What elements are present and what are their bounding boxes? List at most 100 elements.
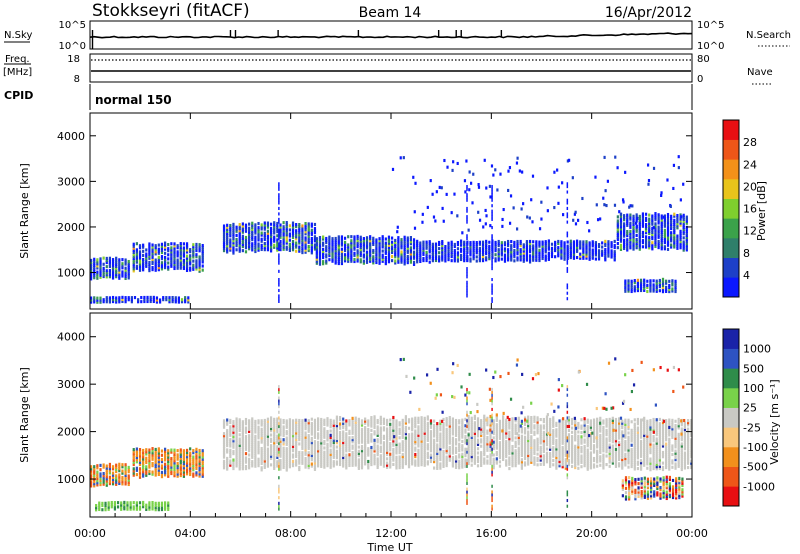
power-cell — [263, 235, 266, 239]
velocity-cell — [298, 453, 301, 457]
power-cell — [195, 265, 198, 269]
velocity-cell — [326, 419, 329, 423]
power-cell — [168, 300, 171, 304]
power-cell — [269, 232, 273, 237]
velocity-cell — [451, 440, 455, 445]
power-cell — [124, 300, 127, 304]
velocity-cell — [260, 419, 263, 423]
velocity-cell — [398, 449, 401, 453]
velocity-cell — [229, 429, 232, 433]
power-cell — [685, 219, 688, 223]
power-cell — [304, 221, 307, 226]
velocity-cell — [157, 455, 160, 459]
power-cell — [93, 267, 96, 272]
power-cell — [557, 185, 560, 189]
power-cell — [365, 244, 369, 248]
velocity-cell — [423, 427, 426, 431]
power-cell — [566, 258, 569, 262]
power-cell — [167, 261, 170, 265]
velocity-cell — [238, 433, 241, 437]
velocity-cell — [483, 453, 486, 457]
velocity-cell — [489, 457, 492, 461]
velocity-heatmap-cells — [90, 357, 693, 512]
power-cell — [362, 241, 365, 245]
power-cell — [269, 234, 273, 239]
velocity-cell — [116, 505, 120, 509]
velocity-cell — [257, 451, 260, 455]
velocity-cell — [483, 440, 486, 444]
velocity-cell — [398, 446, 401, 450]
power-cell — [282, 227, 285, 231]
power-cell — [132, 265, 135, 269]
power-cell — [282, 237, 285, 241]
power-cell — [313, 231, 317, 235]
velocity-cell — [301, 444, 304, 448]
power-cell — [180, 300, 184, 304]
power-cell — [674, 287, 677, 292]
velocity-cell — [304, 439, 307, 444]
power-cell — [496, 188, 499, 192]
power-cell — [639, 286, 643, 291]
power-cell — [331, 237, 334, 241]
velocity-cell — [179, 452, 182, 456]
power-cell — [447, 258, 450, 262]
velocity-cell — [93, 469, 96, 473]
power-cell — [315, 249, 318, 253]
velocity-cell — [185, 472, 189, 476]
power-cell — [674, 283, 677, 287]
power-cell — [466, 253, 468, 257]
power-cell — [472, 246, 475, 251]
power-cell — [463, 250, 466, 255]
velocity-cell — [436, 451, 439, 456]
power-cell — [201, 258, 204, 262]
velocity-cell — [505, 455, 508, 459]
velocity-cell — [420, 458, 423, 462]
velocity-cell — [241, 428, 244, 432]
power-cell — [610, 253, 613, 257]
velocity-cell — [160, 472, 164, 477]
power-cell — [442, 219, 445, 223]
power-cell — [222, 247, 226, 251]
power-cell — [575, 243, 579, 247]
velocity-cell — [351, 461, 354, 465]
velocity-cell — [385, 461, 389, 465]
power-cell — [575, 255, 579, 260]
velocity-cell — [451, 419, 455, 423]
velocity-cell — [157, 508, 160, 512]
power-cell — [276, 223, 279, 228]
velocity-cell — [266, 432, 270, 436]
power-cell — [105, 269, 108, 273]
velocity-cell — [310, 458, 313, 462]
velocity-cell — [411, 432, 414, 436]
velocity-cell — [426, 451, 429, 455]
power-cell — [304, 232, 307, 236]
velocity-cell — [467, 453, 470, 457]
power-cell — [251, 236, 254, 240]
power-cell — [130, 298, 133, 302]
velocity-cell — [417, 444, 420, 448]
power-cell — [635, 246, 638, 250]
power-cell — [222, 224, 226, 228]
velocity-cell — [329, 442, 332, 446]
velocity-cell — [517, 420, 520, 425]
power-cell — [525, 240, 529, 244]
power-cell — [450, 248, 453, 252]
power-cell — [488, 248, 491, 253]
power-cell — [222, 240, 226, 244]
velocity-cell — [429, 440, 433, 444]
velocity-cell — [244, 422, 248, 426]
velocity-cell — [514, 455, 517, 459]
velocity-cell — [360, 436, 364, 440]
velocity-cell — [527, 449, 530, 453]
power-cell — [298, 225, 301, 229]
power-cell — [588, 253, 591, 257]
power-cell — [626, 217, 629, 221]
power-cell — [660, 214, 663, 218]
power-cell — [369, 253, 372, 257]
power-cell — [544, 254, 547, 258]
power-cell — [229, 246, 232, 250]
power-cell — [682, 228, 685, 232]
velocity-cell — [160, 475, 164, 479]
power-cell — [378, 253, 381, 257]
velocity-cell — [476, 430, 480, 434]
